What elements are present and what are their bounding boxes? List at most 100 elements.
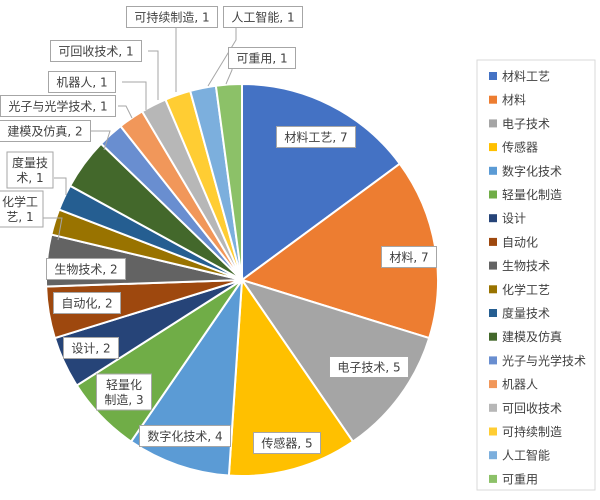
data-label-18: 可重用, 1 xyxy=(228,47,296,69)
data-label-box xyxy=(6,151,54,189)
leader-line-11 xyxy=(54,177,67,195)
legend-label: 轻量化制造 xyxy=(502,188,562,202)
legend-label: 设计 xyxy=(502,212,526,226)
legend-item: 度量技术 xyxy=(489,306,550,321)
data-label-text: 制造, 3 xyxy=(104,393,143,407)
legend-swatch xyxy=(489,261,497,270)
data-label-text: 传感器, 5 xyxy=(261,436,312,451)
legend-label: 生物技术 xyxy=(502,259,550,273)
legend-item: 材料工艺 xyxy=(489,70,550,84)
legend-label: 化学工艺 xyxy=(502,282,550,297)
legend-label: 光子与光学技术 xyxy=(502,353,586,368)
leader-line-10 xyxy=(40,217,63,241)
legend-swatch xyxy=(489,403,497,412)
data-label-text: 建模及仿真, 2 xyxy=(7,125,82,139)
legend-swatch xyxy=(489,143,497,152)
legend-label: 材料工艺 xyxy=(502,70,550,84)
legend-item: 材料 xyxy=(489,93,526,107)
legend-swatch xyxy=(489,72,497,80)
legend-item: 化学工艺 xyxy=(489,282,550,297)
pie-slice-18 xyxy=(214,82,243,281)
data-label-text: 材料, 7 xyxy=(389,251,428,265)
leader-line-17 xyxy=(207,27,237,87)
legend-item: 设计 xyxy=(489,212,526,226)
data-label-box xyxy=(223,6,303,28)
data-label-box xyxy=(126,6,218,28)
data-label-box xyxy=(0,95,116,117)
data-label-11: 度量技术, 1 xyxy=(6,151,54,189)
legend-swatch xyxy=(489,166,497,175)
legend-item: 机器人 xyxy=(489,378,538,392)
data-label-15: 可回收技术, 1 xyxy=(50,40,142,62)
data-label-6: 轻量化制造, 3 xyxy=(96,373,152,411)
legend-item: 自动化 xyxy=(489,235,538,249)
legend-label: 度量技术 xyxy=(502,306,550,321)
data-label-text: 电子技术, 5 xyxy=(337,361,400,375)
data-label-16: 可持续制造, 1 xyxy=(126,6,218,28)
legend-item: 人工智能 xyxy=(489,448,550,463)
data-label-box xyxy=(50,40,142,62)
legend-box xyxy=(476,59,596,491)
data-label-text: 可重用, 1 xyxy=(236,52,287,66)
leader-line-15 xyxy=(148,50,159,100)
legend-swatch xyxy=(489,356,497,365)
data-label-9: 生物技术, 2 xyxy=(46,258,126,280)
data-label-8: 自动化, 2 xyxy=(53,292,121,314)
data-label-text: 艺, 1 xyxy=(6,210,33,224)
legend-label: 自动化 xyxy=(502,235,538,249)
data-label-box xyxy=(228,47,296,69)
legend-item: 轻量化制造 xyxy=(489,188,562,202)
legend-item: 光子与光学技术 xyxy=(489,353,586,368)
data-label-box xyxy=(139,425,231,447)
legend-swatch xyxy=(489,237,497,246)
data-label-box xyxy=(0,120,91,142)
data-label-text: 材料工艺, 7 xyxy=(284,131,347,145)
legend-swatch xyxy=(489,214,497,223)
legend-swatch xyxy=(489,427,497,436)
data-label-box xyxy=(329,356,409,378)
legend-swatch xyxy=(489,190,497,199)
pie-slice-4 xyxy=(227,277,355,477)
data-label-1: 材料工艺, 7 xyxy=(276,126,356,148)
legend-label: 传感器 xyxy=(502,140,538,155)
legend-item: 可持续制造 xyxy=(489,424,562,439)
data-label-text: 术, 1 xyxy=(16,171,43,185)
data-label-5: 数字化技术, 4 xyxy=(139,425,231,447)
data-label-text: 化学工 xyxy=(2,194,38,209)
data-label-4: 传感器, 5 xyxy=(253,432,321,454)
data-label-text: 轻量化 xyxy=(106,378,142,392)
legend-item: 可回收技术 xyxy=(489,401,562,415)
data-label-text: 度量技 xyxy=(12,155,48,170)
legend-item: 数字化技术 xyxy=(489,163,562,178)
data-label-box xyxy=(46,258,126,280)
data-label-7: 设计, 2 xyxy=(63,337,119,359)
legend-swatch xyxy=(489,332,497,341)
data-label-box xyxy=(276,126,356,148)
data-label-10: 化学工艺, 1 xyxy=(0,190,44,228)
leader-line-16 xyxy=(172,26,177,92)
data-label-3: 电子技术, 5 xyxy=(329,356,409,378)
legend-swatch xyxy=(489,95,497,104)
data-label-12: 建模及仿真, 2 xyxy=(0,120,91,142)
legend-item: 建模及仿真 xyxy=(489,330,562,344)
data-label-box xyxy=(253,432,321,454)
data-label-text: 生物技术, 2 xyxy=(54,263,117,277)
legend-label: 数字化技术 xyxy=(502,163,562,178)
data-label-text: 自动化, 2 xyxy=(61,297,112,311)
legend-label: 建模及仿真 xyxy=(502,330,562,344)
legend-item: 可重用 xyxy=(489,472,538,486)
data-label-2: 材料, 7 xyxy=(381,246,437,268)
legend-label: 人工智能 xyxy=(502,448,550,463)
data-label-17: 人工智能, 1 xyxy=(223,6,303,28)
legend-swatch xyxy=(489,285,497,294)
data-label-box xyxy=(48,71,116,93)
legend-swatch xyxy=(489,474,497,483)
legend-item: 生物技术 xyxy=(489,259,550,273)
legend-label: 可重用 xyxy=(502,472,538,486)
leader-line-14 xyxy=(122,81,147,110)
data-label-text: 设计, 2 xyxy=(71,342,110,356)
leader-line-13 xyxy=(118,105,133,119)
legend-label: 机器人 xyxy=(502,378,538,392)
leader-line-12 xyxy=(90,130,111,151)
